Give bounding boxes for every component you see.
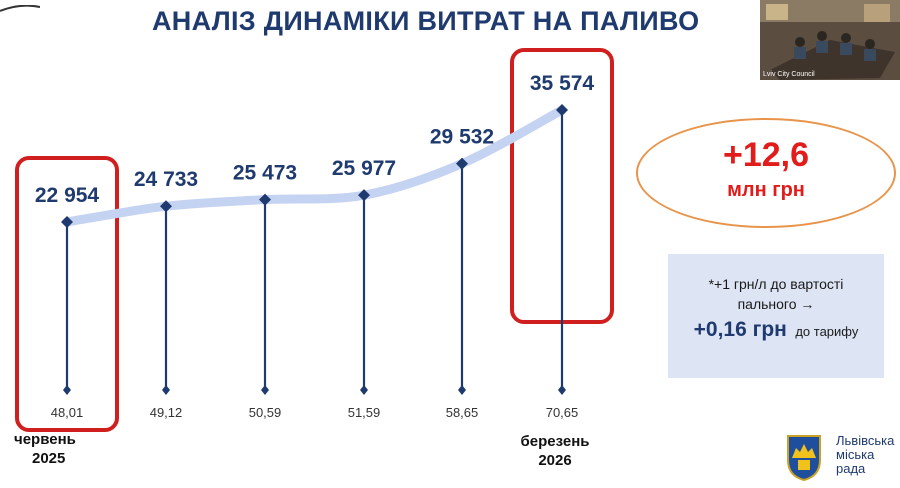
period-end-year: 2026 [538, 452, 572, 469]
data-label: 22 954 [35, 184, 100, 207]
logo-line-1: Львівська [836, 433, 895, 448]
summary-ellipse: +12,6 млн грн [636, 118, 896, 228]
data-point [259, 193, 271, 206]
fuel-cost-chart: 22 954 48,01 24 733 49,12 25 473 50,59 25 977 5… [15, 48, 614, 432]
logo-line-3: рада [836, 461, 866, 476]
note-row: +0,16 грн до тарифу [668, 318, 884, 342]
period-start-month: червень [14, 431, 76, 448]
x-tick-label: 49,12 [150, 405, 183, 420]
period-end: березень 2026 [500, 432, 610, 470]
note-line-2: пального → [737, 296, 815, 312]
data-point [358, 189, 370, 202]
x-tick-label: 50,59 [249, 405, 282, 420]
data-point [456, 157, 468, 170]
base-marker [63, 385, 71, 395]
meeting-room-image [760, 0, 900, 80]
data-label: 25 473 [233, 162, 297, 185]
top-left-corner-mark [0, 0, 41, 12]
base-marker [261, 385, 269, 395]
webcam-inset: Lviv City Council [760, 0, 900, 80]
period-start: червень 2025 [14, 430, 94, 468]
note-big-value: +0,16 грн [693, 318, 787, 341]
logo-line-2: міська [836, 447, 875, 462]
series-line [62, 105, 567, 227]
base-marker [162, 385, 170, 395]
x-tick-label: 51,59 [348, 405, 381, 420]
x-tick-label: 70,65 [546, 405, 579, 420]
data-point [160, 200, 172, 213]
lviv-council-logo-text: Львівська міська рада [836, 434, 894, 476]
base-marker [558, 385, 566, 395]
data-label: 24 733 [134, 168, 198, 191]
x-tick-label: 58,65 [446, 405, 479, 420]
webcam-caption: Lviv City Council [763, 71, 815, 78]
period-start-year: 2025 [32, 450, 66, 467]
x-tick-label: 48,01 [51, 405, 84, 420]
data-point [61, 216, 73, 228]
summary-unit: млн грн [727, 179, 805, 201]
tariff-note-box: *+1 грн/л до вартості пального → +0,16 г… [668, 254, 884, 378]
data-label: 35 574 [530, 72, 595, 95]
lviv-coat-of-arms-icon [787, 435, 821, 482]
summary-value: +12,6 [722, 136, 810, 174]
data-label: 25 977 [332, 157, 396, 180]
period-end-month: березень [520, 433, 590, 450]
highlight-frame [15, 156, 119, 432]
note-small-text: до тарифу [795, 324, 859, 339]
data-label: 29 532 [430, 126, 494, 149]
data-point [556, 104, 568, 116]
base-marker [360, 385, 368, 395]
base-marker [458, 385, 466, 395]
note-line-1: *+1 грн/л до вартості [708, 276, 844, 292]
slide-title: АНАЛІЗ ДИНАМІКИ ВИТРАТ НА ПАЛИВО [152, 6, 700, 36]
